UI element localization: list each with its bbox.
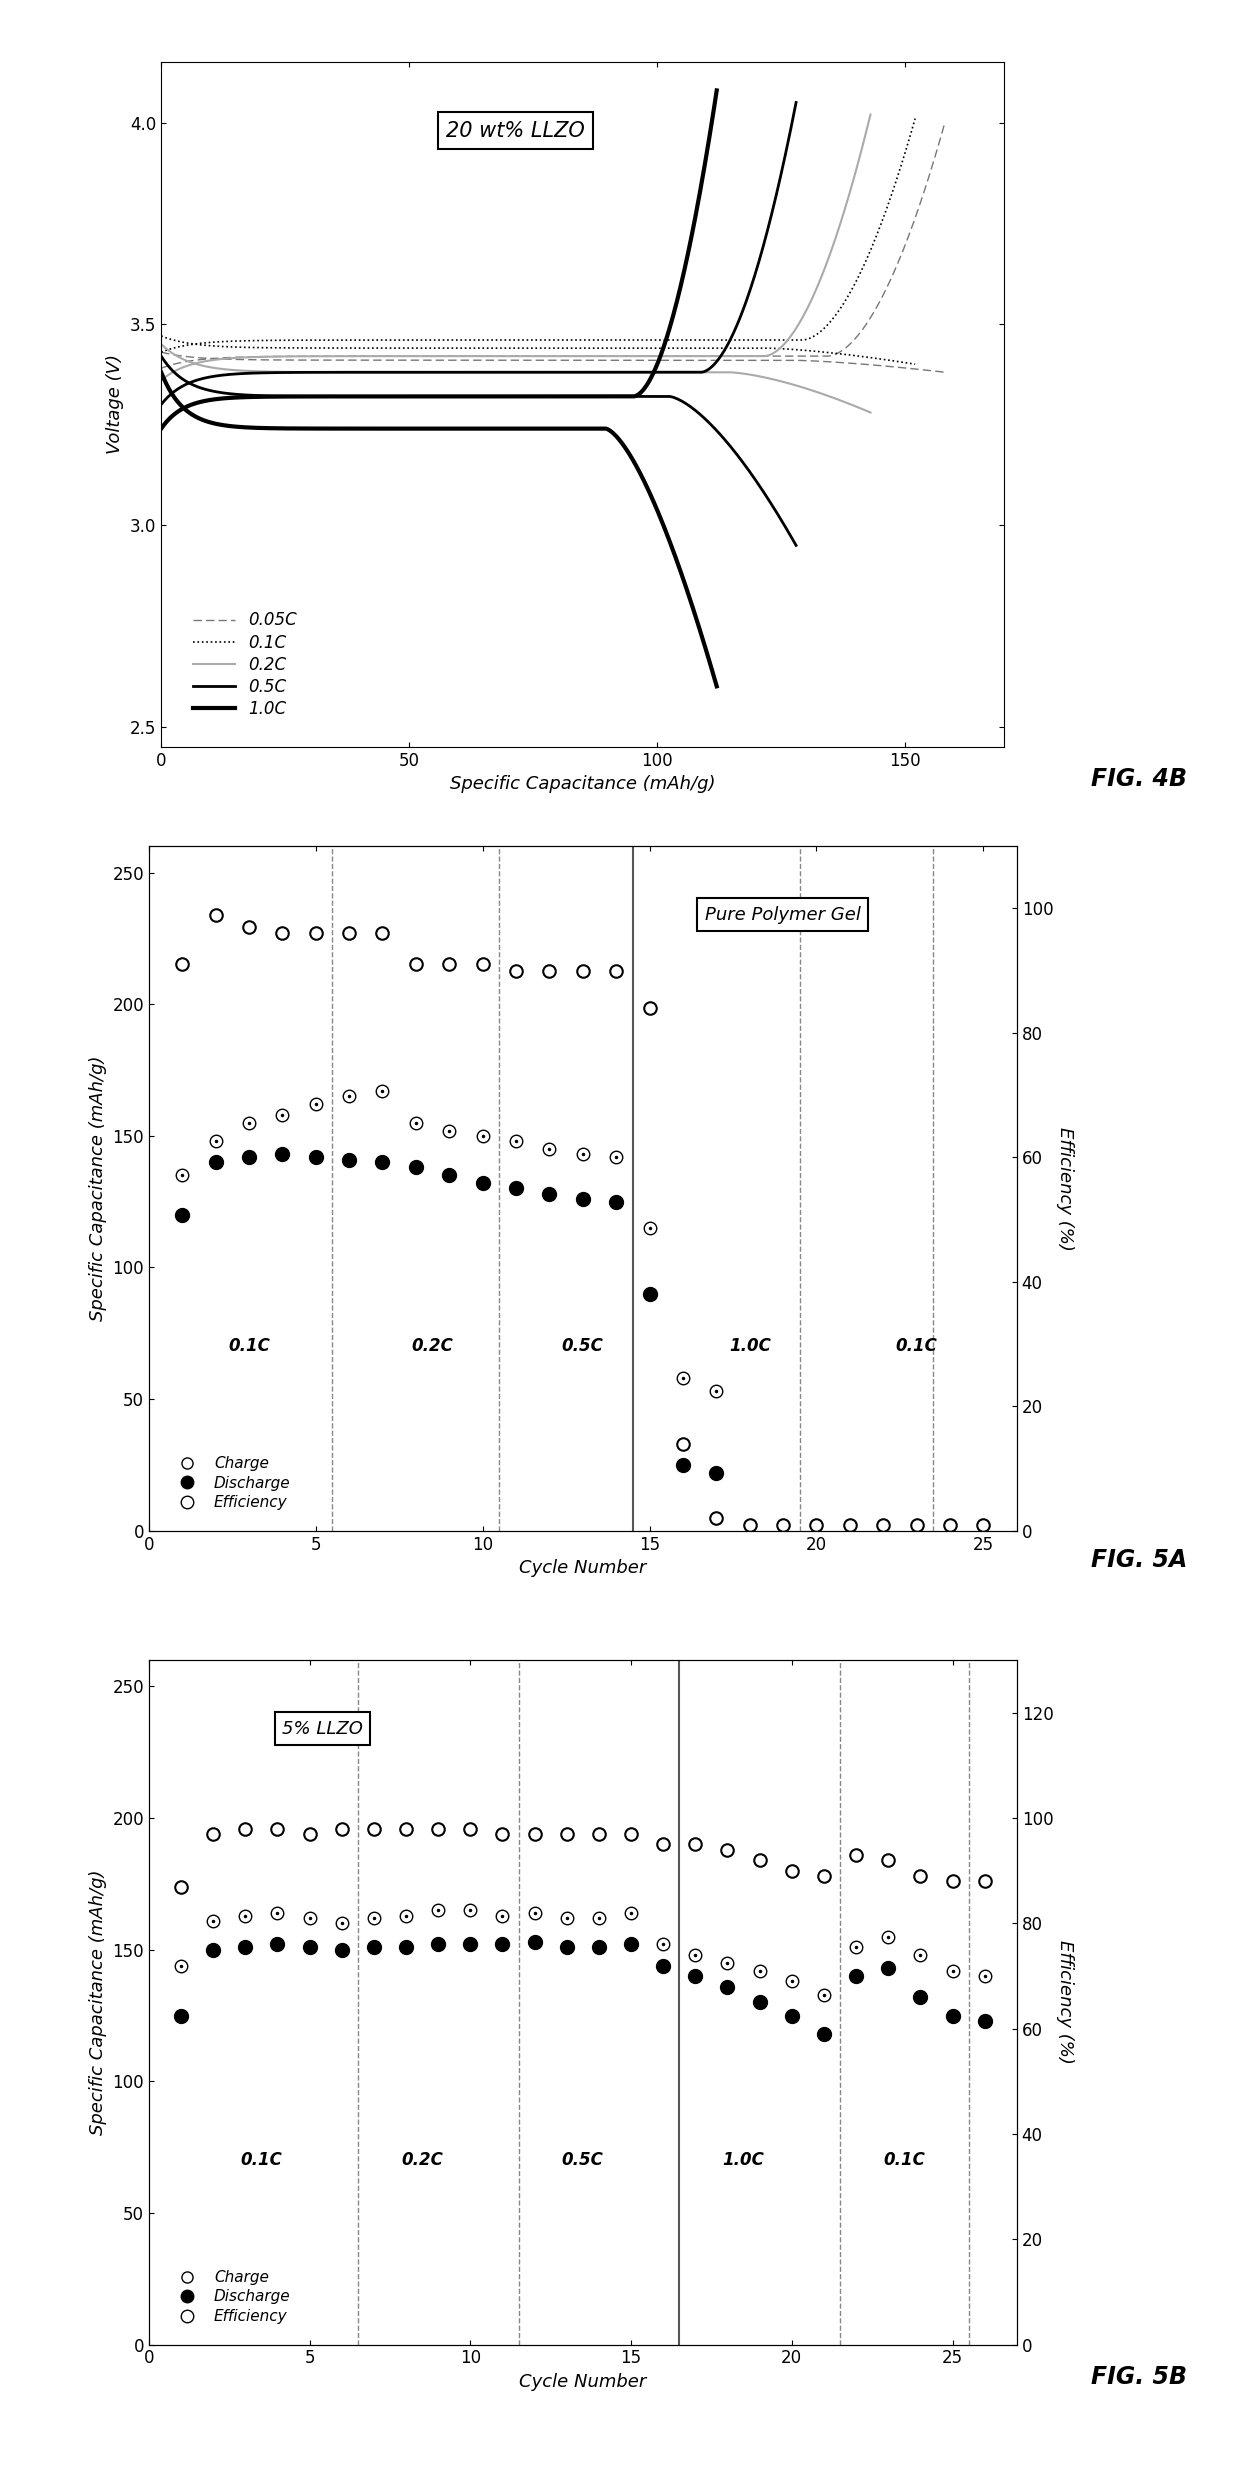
Legend: 0.05C, 0.1C, 0.2C, 0.5C, 1.0C: 0.05C, 0.1C, 0.2C, 0.5C, 1.0C [186,605,304,724]
Y-axis label: Efficiency (%): Efficiency (%) [1056,1941,1074,2063]
Text: FIG. 5A: FIG. 5A [1091,1548,1188,1573]
Text: 5% LLZO: 5% LLZO [281,1720,363,1737]
Legend: Charge, Discharge, Efficiency: Charge, Discharge, Efficiency [165,2265,296,2330]
X-axis label: Cycle Number: Cycle Number [520,2372,646,2392]
Text: 0.5C: 0.5C [562,2150,604,2170]
Y-axis label: Specific Capacitance (mAh/g): Specific Capacitance (mAh/g) [89,1055,107,1322]
Legend: Charge, Discharge, Efficiency: Charge, Discharge, Efficiency [165,1451,296,1516]
Y-axis label: Voltage (V): Voltage (V) [107,353,124,455]
Text: 0.1C: 0.1C [883,2150,925,2170]
Text: 0.1C: 0.1C [895,1337,937,1357]
Text: 0.1C: 0.1C [241,2150,283,2170]
Text: 1.0C: 1.0C [723,2150,765,2170]
X-axis label: Specific Capacitance (mAh/g): Specific Capacitance (mAh/g) [450,774,715,794]
X-axis label: Cycle Number: Cycle Number [520,1558,646,1578]
Text: FIG. 4B: FIG. 4B [1091,767,1187,792]
Text: FIG. 5B: FIG. 5B [1091,2365,1187,2389]
Y-axis label: Specific Capacitance (mAh/g): Specific Capacitance (mAh/g) [89,1869,107,2136]
Text: 20 wt% LLZO: 20 wt% LLZO [446,119,585,142]
Text: 0.2C: 0.2C [401,2150,443,2170]
Text: 0.1C: 0.1C [228,1337,270,1357]
Y-axis label: Efficiency (%): Efficiency (%) [1056,1128,1074,1249]
Text: Pure Polymer Gel: Pure Polymer Gel [704,906,861,923]
Text: 0.2C: 0.2C [412,1337,454,1357]
Text: 0.5C: 0.5C [562,1337,604,1357]
Text: 1.0C: 1.0C [729,1337,771,1357]
